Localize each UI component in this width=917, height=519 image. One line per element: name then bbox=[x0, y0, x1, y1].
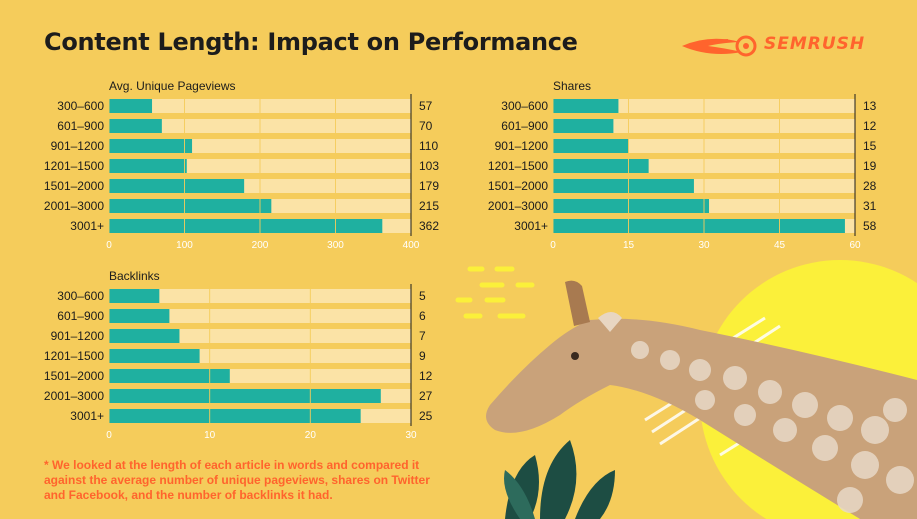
bar-track bbox=[109, 289, 411, 303]
value-label: 6 bbox=[419, 309, 426, 323]
category-label: 901–1200 bbox=[51, 139, 105, 153]
category-label: 1201–1500 bbox=[44, 159, 104, 173]
category-label: 1201–1500 bbox=[488, 159, 548, 173]
tick-label: 0 bbox=[106, 430, 112, 441]
white-stripes bbox=[644, 316, 781, 457]
bar bbox=[109, 139, 193, 153]
tick-label: 0 bbox=[106, 240, 112, 251]
category-label: 2001–3000 bbox=[44, 199, 104, 213]
bar bbox=[109, 389, 381, 403]
category-label: 601–900 bbox=[57, 119, 104, 133]
category-label: 2001–3000 bbox=[488, 199, 548, 213]
bar bbox=[109, 219, 383, 233]
value-label: 362 bbox=[419, 219, 439, 233]
tick-label: 15 bbox=[623, 240, 635, 251]
bar bbox=[109, 119, 162, 133]
flame-icon bbox=[682, 35, 757, 57]
bar-track bbox=[109, 309, 411, 323]
category-label: 1501–2000 bbox=[44, 179, 104, 193]
tick-label: 10 bbox=[204, 430, 216, 441]
category-label: 601–900 bbox=[57, 309, 104, 323]
tick-label: 45 bbox=[774, 240, 786, 251]
chart-title: Backlinks bbox=[109, 269, 160, 283]
bar bbox=[109, 179, 245, 193]
bar bbox=[553, 159, 649, 173]
bar bbox=[553, 179, 694, 193]
bar bbox=[109, 309, 170, 323]
bar bbox=[553, 119, 614, 133]
value-label: 9 bbox=[419, 349, 426, 363]
category-label: 300–600 bbox=[57, 99, 104, 113]
value-label: 110 bbox=[419, 139, 438, 153]
bar bbox=[553, 199, 710, 213]
value-label: 5 bbox=[419, 289, 426, 303]
leaves bbox=[504, 440, 615, 519]
category-label: 3001+ bbox=[70, 409, 104, 423]
bar bbox=[553, 99, 619, 113]
value-label: 28 bbox=[863, 179, 877, 193]
category-label: 300–600 bbox=[501, 99, 548, 113]
value-label: 12 bbox=[863, 119, 877, 133]
value-label: 31 bbox=[863, 199, 877, 213]
bar bbox=[109, 329, 180, 343]
chart-title: Avg. Unique Pageviews bbox=[109, 79, 236, 93]
shares-chart: Shares 300–600 13 601–900 12 901–1200 15 1201–1… bbox=[488, 79, 877, 251]
value-label: 13 bbox=[863, 99, 877, 113]
chart-title: Shares bbox=[553, 79, 591, 93]
pageviews-chart: Avg. Unique Pageviews 300–600 57 601–900 70 9… bbox=[44, 79, 439, 251]
bar bbox=[109, 369, 230, 383]
sun-shape bbox=[700, 260, 917, 519]
tick-label: 300 bbox=[327, 240, 344, 251]
category-label: 1201–1500 bbox=[44, 349, 104, 363]
semrush-logo: SEMRUSH bbox=[680, 30, 880, 62]
bar bbox=[109, 289, 160, 303]
value-label: 58 bbox=[863, 219, 877, 233]
value-label: 27 bbox=[419, 389, 433, 403]
tick-label: 400 bbox=[403, 240, 420, 251]
value-label: 215 bbox=[419, 199, 439, 213]
category-label: 3001+ bbox=[514, 219, 548, 233]
bar bbox=[109, 99, 153, 113]
value-label: 103 bbox=[419, 159, 439, 173]
category-label: 601–900 bbox=[501, 119, 548, 133]
category-label: 901–1200 bbox=[495, 139, 549, 153]
tick-label: 100 bbox=[176, 240, 193, 251]
tick-label: 0 bbox=[550, 240, 556, 251]
tick-label: 30 bbox=[698, 240, 710, 251]
tick-label: 60 bbox=[849, 240, 861, 251]
bar bbox=[553, 219, 845, 233]
bar bbox=[109, 409, 361, 423]
bar-track bbox=[109, 329, 411, 343]
bar bbox=[109, 199, 272, 213]
tick-label: 200 bbox=[252, 240, 269, 251]
category-label: 901–1200 bbox=[51, 329, 105, 343]
tick-label: 30 bbox=[405, 430, 417, 441]
backlinks-chart: Backlinks 300–600 5 601–900 6 901–1200 7 1201–1… bbox=[44, 269, 433, 441]
footnote: * We looked at the length of each articl… bbox=[44, 458, 430, 502]
giraffe-shape bbox=[486, 280, 917, 519]
category-label: 1501–2000 bbox=[488, 179, 548, 193]
category-label: 300–600 bbox=[57, 289, 104, 303]
category-label: 2001–3000 bbox=[44, 389, 104, 403]
yellow-dashes bbox=[455, 266, 535, 319]
page-title: Content Length: Impact on Performance bbox=[44, 28, 578, 56]
value-label: 70 bbox=[419, 119, 433, 133]
bar bbox=[109, 159, 187, 173]
bar bbox=[109, 349, 200, 363]
value-label: 19 bbox=[863, 159, 877, 173]
value-label: 179 bbox=[419, 179, 439, 193]
tick-label: 20 bbox=[305, 430, 317, 441]
value-label: 57 bbox=[419, 99, 433, 113]
category-label: 3001+ bbox=[70, 219, 104, 233]
brand-wordmark: SEMRUSH bbox=[764, 34, 866, 54]
category-label: 1501–2000 bbox=[44, 369, 104, 383]
value-label: 15 bbox=[863, 139, 877, 153]
value-label: 12 bbox=[419, 369, 433, 383]
bar bbox=[553, 139, 629, 153]
value-label: 7 bbox=[419, 329, 426, 343]
value-label: 25 bbox=[419, 409, 433, 423]
